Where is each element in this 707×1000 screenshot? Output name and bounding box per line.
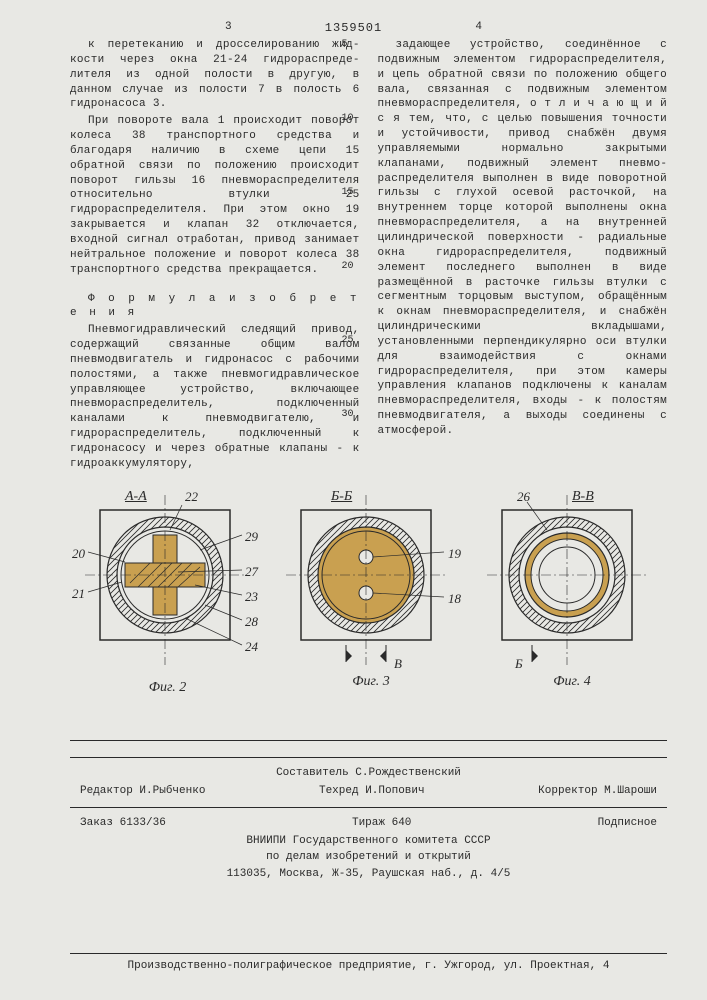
fig4-label: Фиг. 4	[477, 673, 667, 692]
footer-org1: ВНИИПИ Государственного комитета СССР	[70, 833, 667, 850]
footer-order: Заказ 6133/36	[80, 816, 166, 831]
callout-27: 27	[245, 563, 258, 581]
fig3-label: Фиг. 3	[276, 673, 466, 692]
callout-24: 24	[245, 638, 258, 656]
callout-26: 26	[517, 488, 530, 506]
document-number: 1359501	[325, 20, 382, 36]
divider-bottom	[70, 953, 667, 954]
callout-21: 21	[72, 585, 85, 603]
callout-29: 29	[245, 528, 258, 546]
callout-22: 22	[185, 488, 198, 506]
callout-23: 23	[245, 588, 258, 606]
section-vv: В-В	[572, 488, 594, 507]
figure-4: В-В 26 Б Фиг. 4	[477, 490, 667, 692]
page-left: 3	[225, 20, 232, 35]
footer-address: 113035, Москва, Ж-35, Раушская наб., д. …	[70, 866, 667, 883]
left-p2: При повороте вала 1 происходит поворот к…	[70, 114, 360, 277]
footer-corrector: Корректор М.Шароши	[538, 784, 657, 799]
fig3-svg	[276, 490, 466, 675]
divider-top2	[70, 757, 667, 758]
footer-signed: Подписное	[598, 816, 657, 831]
left-p1: к перетеканию и дросселированию жид­кост…	[70, 38, 360, 112]
arrow-b: В	[394, 655, 402, 673]
callout-20: 20	[72, 545, 85, 563]
footer-tirage: Тираж 640	[352, 816, 411, 831]
fig2-svg	[70, 490, 265, 675]
right-column: задающее устройство, соединённое с подви…	[378, 38, 668, 474]
fig2-label: Фиг. 2	[70, 679, 265, 698]
section-bb: Б-Б	[331, 488, 352, 507]
footer-techred: Техред И.Попович	[319, 784, 425, 799]
footer: Составитель С.Рождественский Редактор И.…	[70, 765, 667, 883]
footer-compiler: Составитель С.Рождественский	[70, 765, 667, 782]
figures-row: А-А 22 29 27 23 28 24 20 21	[70, 490, 667, 715]
figure-2: А-А 22 29 27 23 28 24 20 21	[70, 490, 265, 698]
footer-bottom: Производственно-полиграфическое предприя…	[70, 959, 667, 974]
divider-top	[70, 740, 667, 741]
callout-18: 18	[448, 590, 461, 608]
fig4-svg	[477, 490, 667, 675]
callout-19: 19	[448, 545, 461, 563]
arrow-v: Б	[515, 655, 523, 673]
left-column: к перетеканию и дросселированию жид­кост…	[70, 38, 360, 474]
footer-editor: Редактор И.Рыбченко	[80, 784, 205, 799]
page-right: 4	[475, 20, 482, 35]
left-p3: Пневмогидравлический следящий при­вод, с…	[70, 323, 360, 471]
body-columns: к перетеканию и дросселированию жид­кост…	[70, 38, 667, 474]
right-p1: задающее устройство, соединённое с подви…	[378, 38, 668, 439]
footer-org2: по делам изобретений и открытий	[70, 849, 667, 866]
callout-28: 28	[245, 613, 258, 631]
figure-3: Б-Б 19 18 В Фиг. 3	[276, 490, 466, 692]
formula-title: Ф о р м у л а и з о б р е т е н и я	[70, 292, 360, 322]
section-aa: А-А	[125, 488, 147, 507]
